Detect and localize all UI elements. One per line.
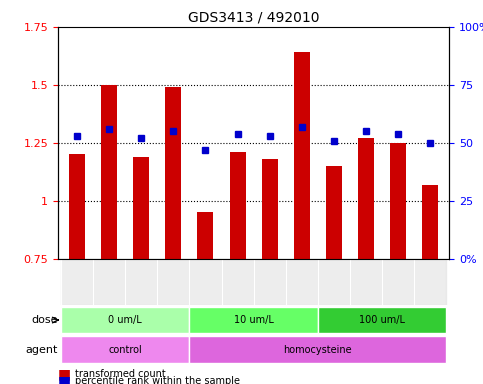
Bar: [285, 259, 318, 305]
Bar: [222, 259, 254, 305]
Title: GDS3413 / 492010: GDS3413 / 492010: [188, 10, 319, 24]
Text: homocysteine: homocysteine: [284, 345, 352, 355]
Bar: [229, 152, 245, 259]
Text: control: control: [108, 345, 142, 355]
FancyBboxPatch shape: [61, 307, 189, 333]
Bar: [350, 259, 382, 305]
Bar: [294, 52, 310, 259]
Text: 100 um/L: 100 um/L: [359, 315, 405, 325]
Text: ■: ■: [58, 374, 71, 384]
Text: 0 um/L: 0 um/L: [108, 315, 142, 325]
Bar: [262, 159, 278, 259]
Bar: [93, 259, 125, 305]
Bar: [390, 143, 406, 259]
Text: agent: agent: [26, 345, 58, 355]
FancyBboxPatch shape: [318, 307, 446, 333]
FancyBboxPatch shape: [61, 336, 189, 363]
Bar: [254, 259, 285, 305]
Bar: [165, 87, 182, 259]
Text: 10 um/L: 10 um/L: [234, 315, 273, 325]
Bar: [101, 85, 117, 259]
Bar: [157, 259, 189, 305]
Bar: [61, 259, 93, 305]
Text: ■: ■: [58, 367, 71, 381]
Bar: [125, 259, 157, 305]
Bar: [326, 166, 342, 259]
Bar: [198, 212, 213, 259]
Text: percentile rank within the sample: percentile rank within the sample: [75, 376, 240, 384]
Bar: [422, 185, 438, 259]
Bar: [382, 259, 414, 305]
Text: transformed count: transformed count: [75, 369, 166, 379]
Bar: [318, 259, 350, 305]
FancyBboxPatch shape: [189, 336, 446, 363]
Bar: [133, 157, 149, 259]
Text: dose: dose: [31, 315, 58, 325]
Bar: [189, 259, 222, 305]
FancyBboxPatch shape: [189, 307, 318, 333]
Bar: [414, 259, 446, 305]
Bar: [358, 138, 374, 259]
Bar: [69, 154, 85, 259]
